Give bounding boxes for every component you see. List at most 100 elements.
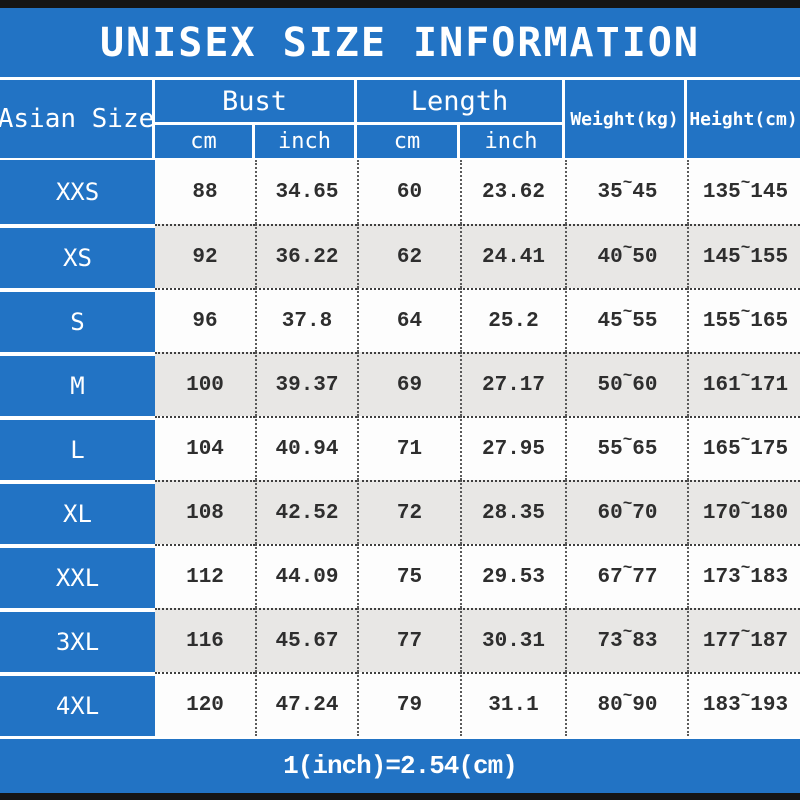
tilde-separator: ~ [622, 367, 633, 385]
weight-min-value: 35 [597, 180, 623, 204]
bust-inch-cell: 44.09 [255, 544, 357, 608]
tilde-separator: ~ [622, 559, 633, 577]
length-inch-cell: 25.2 [460, 288, 565, 352]
height-min-value: 177 [702, 629, 741, 653]
bust-cm-cell: 112 [155, 544, 255, 608]
bust-inch-cell: 34.65 [255, 160, 357, 224]
size-label-cell: XL [0, 480, 155, 544]
table-row: M 100 39.37 69 27.17 50 ~ 60 161 ~ 171 [0, 352, 800, 416]
height-range-cell: 183 ~ 193 [687, 672, 800, 736]
height-max-value: 180 [750, 501, 789, 525]
length-inch-cell: 24.41 [460, 224, 565, 288]
height-min-value: 155 [702, 309, 741, 333]
bust-cm-cell: 120 [155, 672, 255, 736]
header-bust-cm: cm [155, 125, 252, 158]
bust-cm-cell: 92 [155, 224, 255, 288]
height-min-value: 165 [702, 437, 741, 461]
length-cm-cell: 71 [357, 416, 460, 480]
header-bust: Bust [155, 80, 354, 122]
bust-cm-cell: 116 [155, 608, 255, 672]
height-max-value: 175 [750, 437, 789, 461]
bust-inch-cell: 45.67 [255, 608, 357, 672]
height-range-cell: 177 ~ 187 [687, 608, 800, 672]
weight-range-cell: 80 ~ 90 [565, 672, 687, 736]
tilde-separator: ~ [740, 239, 751, 257]
weight-min-value: 50 [597, 373, 623, 397]
height-range-cell: 170 ~ 180 [687, 480, 800, 544]
length-cm-cell: 77 [357, 608, 460, 672]
weight-max-value: 83 [632, 629, 658, 653]
length-inch-cell: 29.53 [460, 544, 565, 608]
bust-inch-cell: 36.22 [255, 224, 357, 288]
bust-cm-cell: 108 [155, 480, 255, 544]
size-label-cell: XS [0, 224, 155, 288]
bust-inch-cell: 39.37 [255, 352, 357, 416]
header-bust-inch: inch [255, 125, 354, 158]
weight-range-cell: 40 ~ 50 [565, 224, 687, 288]
tilde-separator: ~ [622, 687, 633, 705]
weight-min-value: 55 [597, 437, 623, 461]
table-row: XXL 112 44.09 75 29.53 67 ~ 77 173 ~ 183 [0, 544, 800, 608]
length-inch-cell: 27.17 [460, 352, 565, 416]
tilde-separator: ~ [622, 174, 633, 192]
tilde-separator: ~ [740, 431, 751, 449]
bust-cm-cell: 88 [155, 160, 255, 224]
weight-range-cell: 50 ~ 60 [565, 352, 687, 416]
weight-max-value: 50 [632, 245, 658, 269]
table-row: XS 92 36.22 62 24.41 40 ~ 50 145 ~ 155 [0, 224, 800, 288]
weight-range-cell: 67 ~ 77 [565, 544, 687, 608]
height-range-cell: 165 ~ 175 [687, 416, 800, 480]
height-min-value: 145 [702, 245, 741, 269]
table-header: Asian Size Bust Length Weight(kg) Height… [0, 80, 800, 160]
length-inch-cell: 28.35 [460, 480, 565, 544]
weight-range-cell: 60 ~ 70 [565, 480, 687, 544]
height-max-value: 155 [750, 245, 789, 269]
height-min-value: 170 [702, 501, 741, 525]
weight-min-value: 80 [597, 693, 623, 717]
table-row: 3XL 116 45.67 77 30.31 73 ~ 83 177 ~ 187 [0, 608, 800, 672]
weight-max-value: 90 [632, 693, 658, 717]
tilde-separator: ~ [740, 559, 751, 577]
tilde-separator: ~ [740, 495, 751, 513]
tilde-separator: ~ [622, 431, 633, 449]
page-title: UNISEX SIZE INFORMATION [100, 19, 700, 66]
footer-bar: 1(inch)=2.54(cm) [0, 739, 800, 793]
weight-max-value: 65 [632, 437, 658, 461]
length-cm-cell: 60 [357, 160, 460, 224]
title-divider [0, 77, 800, 80]
length-cm-cell: 72 [357, 480, 460, 544]
length-cm-cell: 79 [357, 672, 460, 736]
height-max-value: 145 [750, 180, 789, 204]
length-inch-cell: 23.62 [460, 160, 565, 224]
length-cm-cell: 62 [357, 224, 460, 288]
header-height: Height(cm) [687, 80, 800, 158]
bust-inch-cell: 42.52 [255, 480, 357, 544]
top-border-bar [0, 0, 800, 8]
weight-max-value: 55 [632, 309, 658, 333]
table-body: XXS 88 34.65 60 23.62 35 ~ 45 135 ~ 145 … [0, 160, 800, 739]
bust-inch-cell: 47.24 [255, 672, 357, 736]
length-inch-cell: 30.31 [460, 608, 565, 672]
table-row: S 96 37.8 64 25.2 45 ~ 55 155 ~ 165 [0, 288, 800, 352]
header-length-inch: inch [460, 125, 562, 158]
height-min-value: 161 [702, 373, 741, 397]
size-label-cell: XXS [0, 160, 155, 224]
header-weight: Weight(kg) [565, 80, 684, 158]
height-max-value: 193 [750, 693, 789, 717]
weight-range-cell: 35 ~ 45 [565, 160, 687, 224]
weight-range-cell: 55 ~ 65 [565, 416, 687, 480]
height-range-cell: 161 ~ 171 [687, 352, 800, 416]
height-min-value: 183 [702, 693, 741, 717]
table-row: XXS 88 34.65 60 23.62 35 ~ 45 135 ~ 145 [0, 160, 800, 224]
height-range-cell: 173 ~ 183 [687, 544, 800, 608]
header-length-cm: cm [357, 125, 457, 158]
weight-min-value: 40 [597, 245, 623, 269]
tilde-separator: ~ [622, 495, 633, 513]
tilde-separator: ~ [622, 303, 633, 321]
height-range-cell: 135 ~ 145 [687, 160, 800, 224]
height-max-value: 165 [750, 309, 789, 333]
length-cm-cell: 69 [357, 352, 460, 416]
weight-max-value: 77 [632, 565, 658, 589]
size-label-cell: M [0, 352, 155, 416]
